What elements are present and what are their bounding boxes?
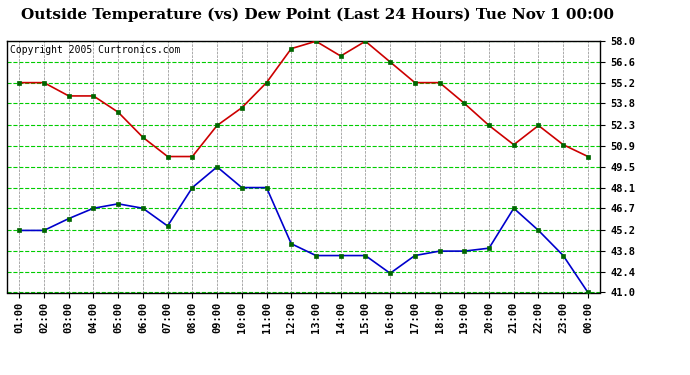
- Text: Copyright 2005 Curtronics.com: Copyright 2005 Curtronics.com: [10, 45, 180, 55]
- Text: Outside Temperature (vs) Dew Point (Last 24 Hours) Tue Nov 1 00:00: Outside Temperature (vs) Dew Point (Last…: [21, 8, 614, 22]
